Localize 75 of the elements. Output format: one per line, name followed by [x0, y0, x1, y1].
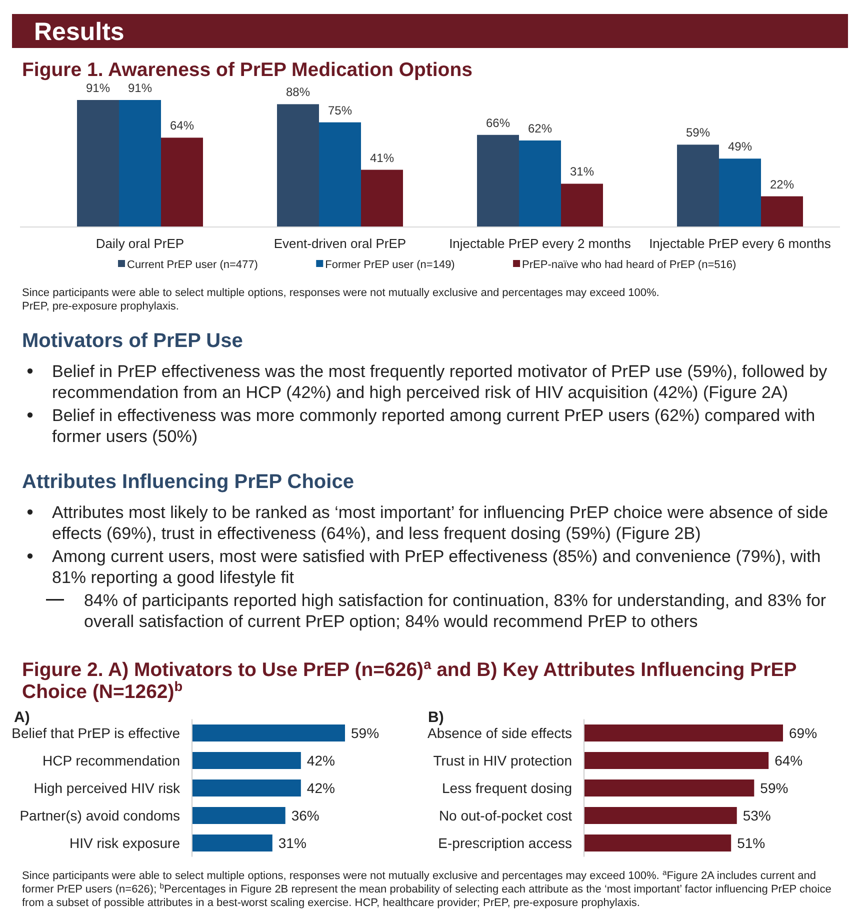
bar [361, 170, 403, 227]
bar [584, 807, 737, 824]
text: Belief in effectiveness was more commonly reported among current PrEP users (62%) compared with former users (50%) [52, 406, 816, 446]
text: Motivators of PrEP Use [22, 330, 243, 352]
y-tick-label: Trust in HIV protection [433, 752, 572, 768]
bar [192, 834, 272, 852]
text: Attributes most likely to be ranked as ‘most important’ for influencing PrEP choice were absence of side effects (69%), trust in effectiveness (64%), and less frequent dosing (59%) (Figure 2B) [52, 503, 828, 543]
x-tick-label: Daily oral PrEP [96, 236, 184, 251]
data-label: 64% [170, 118, 194, 133]
data-label: 49% [728, 140, 752, 154]
bar [192, 780, 301, 796]
text: Results [34, 18, 124, 46]
bar [719, 158, 761, 227]
bar [677, 144, 719, 227]
y-tick-label: Less frequent dosing [442, 780, 572, 796]
bar [584, 780, 754, 796]
y-tick-label: Belief that PrEP is effective [12, 725, 180, 741]
bar [192, 724, 345, 742]
text: Attributes Influencing PrEP Choice [22, 471, 354, 493]
bar [761, 196, 803, 227]
text: Since participants were able to select multiple options, responses were not mutually exclusive and percentages may exceed 100%. $^{a}$Figure 2A includes current and former PrEP users (n=626); $^{b}$Percentages in Figure 2B represent the mean probability of selecting each attribute as the ‘most important’ factor influencing PrEP choice from a subset of possible attributes in a best-worst scaling exercise. HCP, healthcare provider; PrEP, pre-exposure prophylaxis. [22, 868, 832, 909]
bar [561, 184, 603, 227]
text: Since participants were able to select multiple options, responses were not mutually exclusive and percentages may exceed 100%. [22, 287, 660, 299]
x-tick-label: Injectable PrEP every 6 months [649, 236, 832, 251]
data-label: 41% [370, 150, 394, 165]
data-label: 91% [86, 81, 110, 95]
y-tick-label: HIV risk exposure [70, 835, 180, 851]
data-label: 59% [686, 126, 710, 140]
data-label: 91% [128, 81, 152, 95]
data-label: 88% [286, 85, 310, 100]
chart-title: Figure 1. Awareness of PrEP Medication Options [22, 59, 473, 81]
y-tick-label: E-prescription access [438, 835, 572, 851]
data-label: 22% [770, 177, 794, 192]
y-tick-label: High perceived HIV risk [34, 780, 181, 796]
bar [584, 724, 783, 742]
data-label: 51% [737, 835, 766, 851]
x-tick-label: Event-driven oral PrEP [274, 236, 406, 251]
bar [192, 752, 301, 769]
y-tick-label: HCP recommendation [42, 752, 180, 768]
bar [519, 140, 561, 227]
text: B) [428, 709, 444, 726]
bar [319, 122, 361, 227]
data-label: 42% [306, 780, 335, 796]
bar [119, 100, 161, 227]
data-label: 59% [760, 780, 788, 796]
y-tick-label: Absence of side effects [428, 725, 572, 741]
text: PrEP, pre-exposure prophylaxis. [22, 300, 179, 312]
bar [192, 807, 286, 824]
data-label: 66% [486, 116, 510, 130]
chart-title: Figure 2. A) Motivators to Use PrEP (n=626)$^{a}$ and B) Key Attributes Influencing PrEP Choice (N=1262)$^{b}$ [22, 656, 797, 703]
bar [77, 100, 119, 227]
data-label: 59% [351, 725, 380, 741]
bar [584, 752, 769, 769]
data-label: 36% [291, 808, 320, 824]
y-tick-label: Partner(s) avoid condoms [20, 808, 180, 824]
text: Belief in PrEP effectiveness was the most frequently reported motivator of PrEP use (59%), followed by recommendation from an HCP (42%) and high perceived risk of HIV acquisition (42%) (Figure 2A) [52, 362, 828, 402]
legend-label: Current PrEP user (n=477) [127, 259, 258, 271]
bar [584, 834, 732, 852]
data-label: 62% [528, 121, 552, 136]
text: 84% of participants reported high satisfaction for continuation, 83% for understanding, and 83% for overall satisfaction of current PrEP option; 84% would recommend PrEP to others [84, 591, 826, 631]
data-label: 75% [328, 103, 352, 118]
data-label: 64% [774, 752, 803, 768]
data-label: 42% [306, 752, 335, 768]
data-label: 69% [789, 725, 818, 741]
legend-label: PrEP-naïve who had heard of PrEP (n=516) [522, 259, 736, 271]
bar [477, 134, 519, 227]
legend-label: Former PrEP user (n=149) [325, 259, 455, 271]
x-tick-label: Injectable PrEP every 2 months [449, 236, 632, 251]
y-tick-label: No out-of-pocket cost [438, 808, 572, 824]
bar [161, 138, 203, 227]
data-label: 31% [570, 164, 594, 179]
data-label: 53% [742, 808, 771, 824]
text: A) [14, 709, 30, 726]
data-label: 31% [278, 835, 306, 851]
bar [277, 104, 319, 227]
